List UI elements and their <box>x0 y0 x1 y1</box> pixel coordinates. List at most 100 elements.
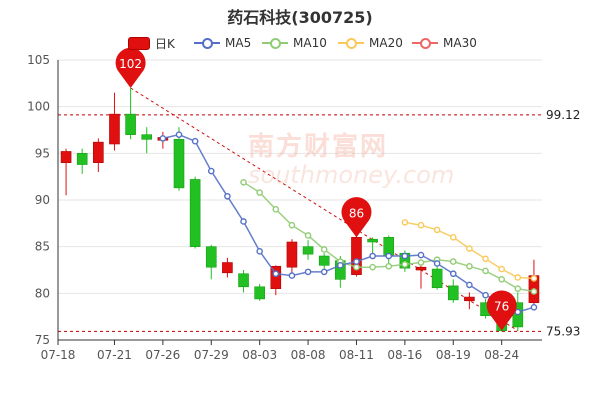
ma10-point <box>304 232 312 239</box>
legend-item-ma30[interactable]: MA30 <box>412 33 477 53</box>
y-tick-label: 105 <box>27 53 50 67</box>
ma10-point <box>514 285 522 292</box>
y-tick-label: 80 <box>35 286 50 300</box>
legend: 日K MA5 MA10 MA20 MA30 <box>0 33 600 53</box>
ma5-point <box>514 308 522 316</box>
ma5-point <box>401 252 409 260</box>
y-tick-label: 95 <box>35 146 50 160</box>
pin-marker <box>341 197 372 238</box>
candle-body <box>254 286 265 300</box>
ma5-point <box>369 252 376 260</box>
ma5-point <box>449 270 457 278</box>
trend-line <box>130 87 519 332</box>
line-swatch-icon <box>262 37 288 49</box>
candle-body <box>286 241 298 268</box>
legend-item-kline[interactable]: 日K <box>128 33 175 53</box>
legend-label: MA10 <box>293 36 327 50</box>
legend-label: MA20 <box>369 36 403 50</box>
candle-body <box>76 153 88 165</box>
x-tick-label: 08-16 <box>387 348 422 362</box>
ma5-point <box>191 137 199 145</box>
ma5-point <box>482 291 489 299</box>
ma5-point <box>159 135 167 142</box>
line-swatch-icon <box>412 37 438 49</box>
legend-label: MA5 <box>225 36 252 50</box>
candle-body <box>125 113 136 135</box>
ma20-point <box>417 221 425 229</box>
candle-body <box>173 139 185 189</box>
kline-swatch-icon <box>128 36 150 50</box>
ma10-point <box>353 263 360 271</box>
watermark: 南方财富网 southmoney.com <box>248 126 454 189</box>
ma20-point <box>498 265 505 273</box>
pin-marker <box>486 290 517 331</box>
watermark-cn: 南方财富网 <box>248 132 389 162</box>
ma20-point <box>514 274 522 281</box>
ma20-point <box>466 245 473 252</box>
candle-body <box>238 273 249 288</box>
ma5-point <box>530 304 538 311</box>
x-tick-label: 07-29 <box>194 348 229 362</box>
candle-body <box>222 262 233 274</box>
x-tick-label: 08-24 <box>484 348 519 362</box>
legend-label: 日K <box>155 36 175 51</box>
candle-body <box>270 265 282 289</box>
candle-body <box>302 246 314 255</box>
ma10-point <box>240 178 247 186</box>
candle-body <box>318 255 330 266</box>
candle-body <box>367 238 378 243</box>
y-tick-label: 100 <box>27 100 50 114</box>
ma5-point <box>240 218 247 225</box>
ma5-point <box>466 281 473 289</box>
candle-body <box>93 141 104 163</box>
ma5-point <box>337 262 344 269</box>
candle-body <box>431 268 443 289</box>
candle-body <box>141 134 153 140</box>
ma10-point <box>288 221 296 229</box>
pin-marker-label: 86 <box>349 206 364 220</box>
ma10-point <box>530 288 538 295</box>
legend-item-ma20[interactable]: MA20 <box>338 33 403 53</box>
ma5-point <box>417 251 425 259</box>
candle-body <box>60 151 72 163</box>
line-swatch-icon <box>338 37 364 49</box>
x-tick-label: 08-03 <box>242 348 277 362</box>
ma10-point <box>466 262 473 270</box>
x-tick-label: 07-26 <box>145 348 180 362</box>
ma5-point <box>320 268 328 276</box>
x-tick-label: 07-21 <box>97 348 132 362</box>
ma5-point <box>304 268 312 276</box>
y-tick-label: 75 <box>35 333 50 347</box>
ma5-point <box>224 192 231 200</box>
reference-line-label: 75.93 <box>546 324 580 338</box>
y-tick-label: 85 <box>35 240 50 254</box>
ma5-point <box>175 131 183 138</box>
ma20-point <box>530 275 538 282</box>
legend-item-ma5[interactable]: MA5 <box>194 33 251 53</box>
y-tick-label: 90 <box>35 193 50 207</box>
pin-marker <box>115 47 146 88</box>
candle-body <box>109 113 120 145</box>
ma10-point <box>256 189 263 196</box>
ma10-point <box>385 262 393 270</box>
watermark-en: southmoney.com <box>248 161 455 189</box>
candle-body <box>415 266 427 271</box>
ma20-point <box>449 234 457 241</box>
ma10-point <box>482 267 489 275</box>
ma20-point <box>401 219 409 226</box>
ma10-point <box>320 246 328 253</box>
ma20-point <box>482 255 489 263</box>
ma5-point <box>256 248 263 255</box>
ma20-point <box>433 226 441 234</box>
ma10-point <box>401 261 409 268</box>
x-tick-label: 08-11 <box>339 348 374 362</box>
reference-line-label: 99.12 <box>546 108 580 122</box>
ma5-point <box>207 167 215 175</box>
candle-body <box>205 246 217 268</box>
legend-item-ma10[interactable]: MA10 <box>262 33 327 53</box>
legend-label: MA30 <box>443 36 477 50</box>
ma5-point <box>433 260 441 267</box>
x-tick-label: 08-19 <box>436 348 471 362</box>
candle-body <box>189 179 201 247</box>
